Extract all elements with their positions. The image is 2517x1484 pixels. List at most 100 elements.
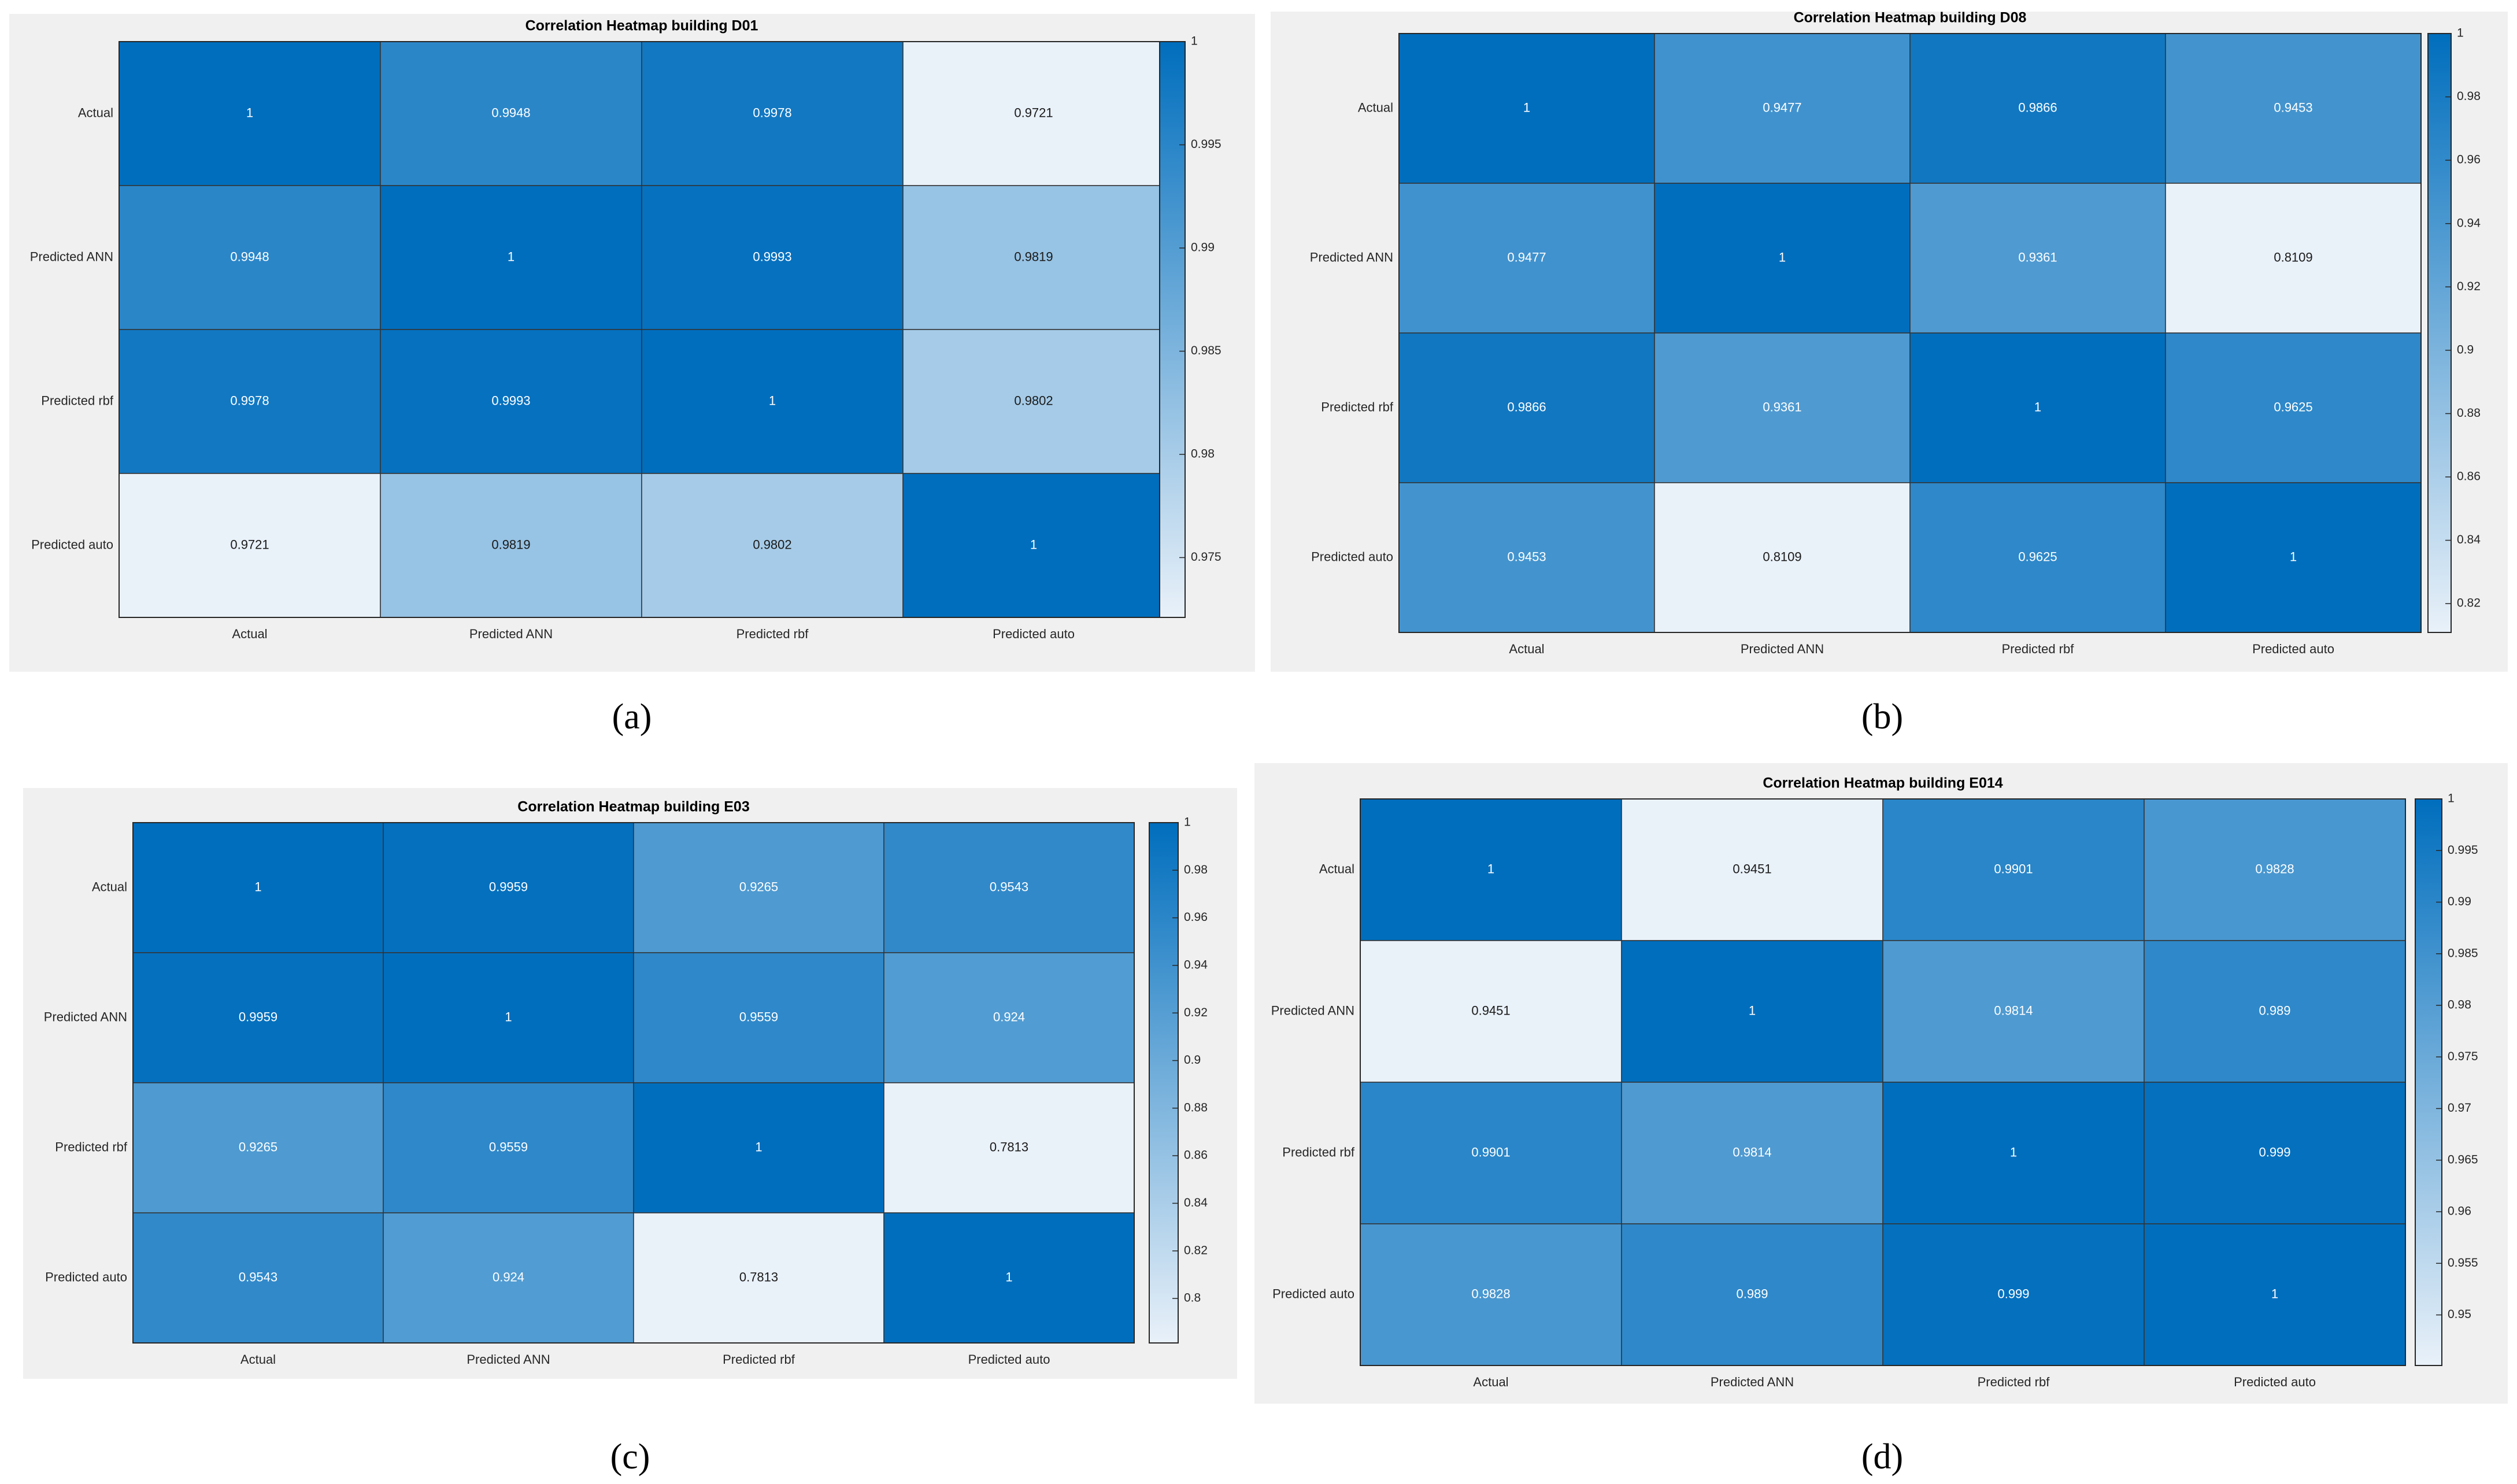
heatmap-cell (383, 822, 634, 953)
colorbar-tick-label: 0.88 (2457, 406, 2481, 420)
cell-value-label: 0.7813 (739, 1270, 778, 1284)
cell-value-label: 0.9828 (2255, 861, 2294, 876)
colorbar-tick-label: 1 (2448, 792, 2455, 805)
cell-value-label: 0.9948 (491, 105, 530, 120)
heatmap-e03: Correlation Heatmap building E03 1 0.9959 0… (44, 799, 1208, 1367)
heatmap-cell (1621, 798, 1883, 941)
heatmap-cell (883, 822, 1135, 953)
heatmap-cell (132, 1082, 384, 1213)
heatmap-cell (380, 329, 642, 474)
colorbar (1149, 822, 1179, 1344)
heatmap-cell (2165, 482, 2422, 633)
x-tick-label: Predicted rbf (2002, 642, 2075, 656)
y-tick-label: Predicted auto (1272, 1286, 1354, 1301)
y-tick-label: Predicted auto (45, 1270, 127, 1284)
colorbar-tick-label: 0.84 (1184, 1196, 1208, 1209)
heatmap-cell (1398, 33, 1655, 184)
cell-value-label: 0.9828 (1471, 1286, 1510, 1301)
heatmap-cell (380, 473, 642, 618)
heatmap-cell (2144, 1223, 2406, 1366)
cell-value-label: 1 (1030, 537, 1037, 552)
colorbar-tick-label: 0.82 (2457, 597, 2481, 610)
cell-value-label: 0.9978 (753, 105, 791, 120)
cell-value-label: 1 (254, 879, 261, 894)
cell-value-label: 1 (2290, 549, 2297, 564)
x-tick-label: Predicted ANN (467, 1352, 550, 1367)
heatmap-cell (1654, 183, 1911, 334)
cell-value-label: 1 (508, 249, 514, 264)
colorbar-tick-label: 0.9 (2457, 343, 2474, 356)
y-tick-label: Actual (1319, 861, 1354, 876)
cell-value-label: 0.989 (2259, 1003, 2290, 1017)
colorbar-tick-label: 1 (2457, 27, 2464, 40)
chart-title: Correlation Heatmap building D01 (525, 18, 758, 34)
cell-value-label: 0.9453 (2274, 100, 2312, 114)
cell-value-label: 0.9814 (1733, 1145, 1771, 1159)
x-tick-label: Predicted ANN (1711, 1375, 1794, 1389)
plot-border (1398, 33, 2422, 633)
colorbar-tick-label: 0.88 (1184, 1101, 1208, 1114)
cell-value-label: 0.9901 (1471, 1145, 1510, 1159)
heatmap-cell (1360, 1223, 1622, 1366)
colorbar-tick-label: 0.99 (2448, 895, 2471, 908)
heatmap-cell (1654, 33, 1911, 184)
heatmap-cell (1398, 183, 1655, 334)
cell-value-label: 0.9625 (2018, 549, 2057, 564)
x-tick-label: Actual (1473, 1375, 1508, 1389)
cell-value-label: 0.9901 (1994, 861, 2033, 876)
cell-value-label: 0.9948 (230, 249, 269, 264)
heatmap-cell (1909, 183, 2166, 334)
cell-value-label: 0.9978 (230, 393, 269, 408)
heatmap-cell (1882, 1223, 2145, 1366)
colorbar-tick-label: 0.98 (1184, 863, 1208, 876)
colorbar-tick-label: 0.975 (1191, 550, 1222, 564)
heatmap-cell (383, 1212, 634, 1344)
heatmap-cell (1882, 1082, 2145, 1224)
colorbar-tick-label: 0.97 (2448, 1101, 2471, 1115)
colorbar-tick-label: 0.975 (2448, 1050, 2478, 1063)
y-tick-label: Actual (92, 879, 127, 894)
cell-value-label: 0.9625 (2274, 399, 2312, 414)
heatmap-e014: Correlation Heatmap building E014 1 0.9451… (1271, 775, 2478, 1389)
colorbar-tick-label: 0.965 (2448, 1153, 2478, 1166)
x-tick-label: Predicted rbf (1978, 1375, 2050, 1389)
heatmap-cell (380, 185, 642, 330)
x-tick-label: Predicted rbf (723, 1352, 795, 1367)
colorbar (1159, 41, 1186, 618)
cell-value-label: 0.9721 (1014, 105, 1053, 120)
cell-value-label: 0.9451 (1733, 861, 1771, 876)
cell-value-label: 0.999 (1997, 1286, 2029, 1301)
x-tick-label: Predicted ANN (1741, 642, 1824, 656)
cell-value-label: 0.9543 (239, 1270, 277, 1284)
panel-a: Correlation Heatmap building D01 1 0.9948 0… (9, 14, 1255, 672)
colorbar-tick-label: 0.94 (2457, 216, 2481, 230)
y-tick-label: Predicted ANN (44, 1009, 127, 1024)
colorbar-tick-label: 0.86 (2457, 470, 2481, 483)
cell-value-label: 0.9819 (491, 537, 530, 552)
colorbar-tick-label: 0.96 (2457, 153, 2481, 166)
panel-b: Correlation Heatmap building D08 1 0.9477 0… (1271, 10, 2508, 672)
cell-value-label: 1 (1779, 250, 1786, 264)
cell-value-label: 1 (769, 393, 776, 408)
colorbar-tick-label: 0.86 (1184, 1149, 1208, 1162)
caption-d: (d) (1861, 1437, 1904, 1476)
heatmap-cell (902, 41, 1165, 186)
cell-value-label: 0.9543 (990, 879, 1028, 894)
cell-value-label: 0.9477 (1507, 250, 1546, 264)
heatmap-cell (2144, 798, 2406, 941)
heatmap-cell (1360, 798, 1622, 941)
heatmap-d01: Correlation Heatmap building D01 1 0.9948 0… (30, 18, 1222, 641)
x-tick-label: Actual (240, 1352, 276, 1367)
y-tick-label: Actual (1358, 100, 1393, 114)
heatmap-cell (1909, 332, 2166, 483)
heatmap-cell (1654, 482, 1911, 633)
heatmap-cell (883, 952, 1135, 1083)
colorbar-tick-label: 0.84 (2457, 533, 2481, 546)
heatmap-cell (383, 1082, 634, 1213)
cell-value-label: 0.9559 (489, 1139, 528, 1154)
cell-value-label: 1 (1523, 100, 1530, 114)
heatmap-cell (641, 473, 904, 618)
cell-value-label: 0.9993 (753, 249, 791, 264)
cell-value-label: 0.9453 (1507, 549, 1546, 564)
cell-value-label: 1 (2271, 1286, 2278, 1301)
